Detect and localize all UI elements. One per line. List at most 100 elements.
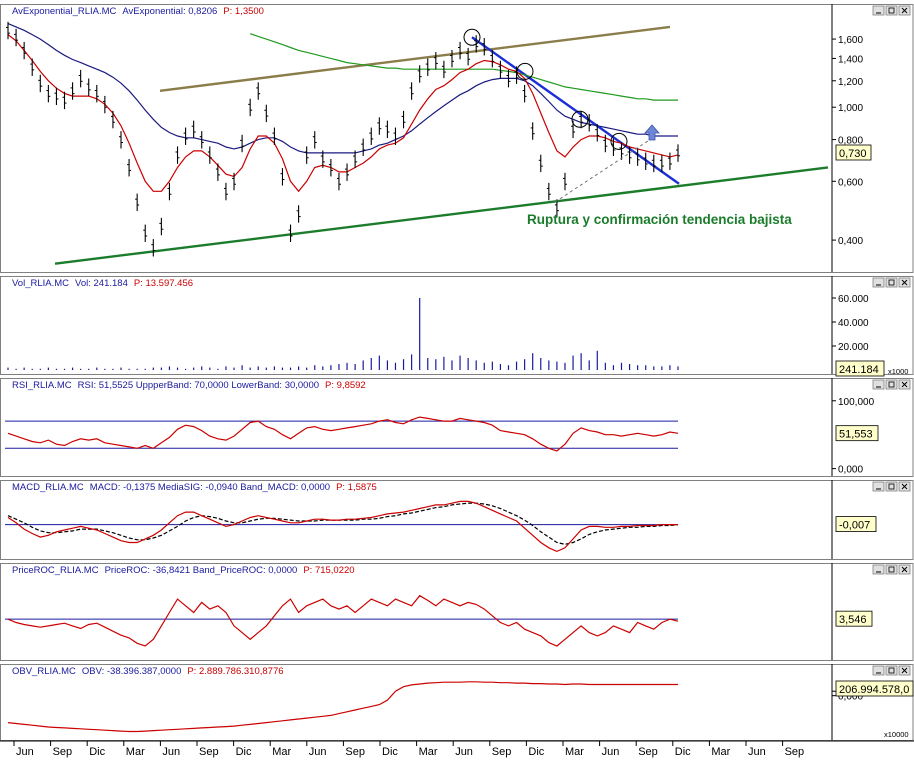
panel-title-p: P: 1,5875 bbox=[336, 482, 377, 493]
panel-title-values: Vol: 241.184 bbox=[75, 278, 128, 289]
price-tick-label: 1,600 bbox=[838, 35, 863, 46]
ema-green-line bbox=[250, 33, 678, 101]
price-tick-label: 1,400 bbox=[838, 54, 863, 65]
close-icon[interactable] bbox=[898, 564, 911, 575]
panel-title-p: P: 1,3500 bbox=[223, 6, 264, 17]
x-tick-label: Sep bbox=[638, 746, 658, 758]
touch-circle bbox=[516, 62, 534, 80]
minimize-icon[interactable] bbox=[872, 379, 885, 390]
rsi-tick-label: 0,000 bbox=[838, 465, 863, 476]
panel-frame bbox=[0, 4, 914, 273]
volume-tick-label: 40.000 bbox=[838, 318, 869, 329]
current-value-text: 0,730 bbox=[839, 148, 867, 160]
minimize-icon[interactable] bbox=[872, 564, 885, 575]
obv-line bbox=[7, 681, 678, 733]
obv-tick-label: 0,000 bbox=[838, 692, 863, 703]
panel-title-name: Vol_RLIA.MC bbox=[12, 278, 69, 289]
panel-title-name: RSI_RLIA.MC bbox=[12, 380, 72, 391]
downtrend-line bbox=[471, 36, 680, 185]
x-tick-label: Jun bbox=[455, 746, 473, 758]
x-tick-label: Mar bbox=[419, 746, 438, 758]
price-tick-label: 0,400 bbox=[838, 236, 863, 247]
minimize-icon[interactable] bbox=[872, 481, 885, 492]
panel-title-values: PriceROC: -36,8421 Band_PriceROC: 0,0000 bbox=[105, 565, 298, 576]
macd-line bbox=[7, 500, 678, 553]
maximize-icon[interactable] bbox=[885, 379, 898, 390]
current-value-text: -0,007 bbox=[839, 520, 870, 532]
x-axis-bg bbox=[0, 741, 914, 758]
maximize-icon[interactable] bbox=[885, 481, 898, 492]
panel-title-name: AvExponential_RLIA.MC bbox=[12, 6, 117, 17]
volume-tick-label: 20.000 bbox=[838, 342, 869, 353]
arrow-up-icon bbox=[644, 124, 660, 141]
price-tick-label: 1,000 bbox=[838, 103, 863, 114]
panel-frame bbox=[0, 480, 914, 560]
maximize-icon[interactable] bbox=[885, 5, 898, 16]
panel-title-p: P: 2.889.786.310,8776 bbox=[187, 666, 283, 677]
x-tick-label: Jun bbox=[162, 746, 180, 758]
x-tick-label: Dic bbox=[528, 746, 544, 758]
panel-title-name: OBV_RLIA.MC bbox=[12, 666, 76, 677]
close-icon[interactable] bbox=[898, 379, 911, 390]
x-tick-label: Mar bbox=[272, 746, 291, 758]
panel-price: AvExponential_RLIA.MC AvExponential: 0,8… bbox=[0, 4, 914, 273]
channel-top-line bbox=[159, 25, 671, 92]
maximize-icon[interactable] bbox=[885, 564, 898, 575]
panel-title-values: MACD: -0,1375 MediaSIG: -0,0940 Band_MAC… bbox=[90, 482, 330, 493]
panel-title-p: P: 9,8592 bbox=[325, 380, 366, 391]
x-tick-label: Jun bbox=[16, 746, 34, 758]
current-value-text: 206.994.578,0 bbox=[839, 684, 909, 696]
panel-roc: PriceROC_RLIA.MC PriceROC: -36,8421 Band… bbox=[0, 563, 914, 661]
current-value-badge: 51,553 bbox=[835, 425, 879, 442]
current-value-text: 51,553 bbox=[839, 429, 873, 441]
panel-obv: OBV_RLIA.MC OBV: -38.396.387,0000 P: 2.88… bbox=[0, 664, 914, 741]
panel-title-p: P: 715,0220 bbox=[303, 565, 354, 576]
current-value-text: 3,546 bbox=[839, 614, 867, 626]
x-tick-label: Dic bbox=[675, 746, 691, 758]
obv-unit: x10000 bbox=[884, 730, 909, 739]
touch-circle bbox=[571, 110, 589, 128]
panel-title: MACD_RLIA.MC MACD: -0,1375 MediaSIG: -0,… bbox=[12, 482, 377, 493]
x-tick-label: Sep bbox=[345, 746, 365, 758]
touch-circle bbox=[463, 28, 481, 46]
price-tick-label: 0,600 bbox=[838, 177, 863, 188]
minimize-icon[interactable] bbox=[872, 5, 885, 16]
x-tick-label: Dic bbox=[89, 746, 105, 758]
price-tick-label: 0,800 bbox=[838, 136, 863, 147]
minimize-icon[interactable] bbox=[872, 277, 885, 288]
maximize-icon[interactable] bbox=[885, 665, 898, 676]
x-tick-label: Mar bbox=[565, 746, 584, 758]
annotation-text: Ruptura y confirmación tendencia bajista bbox=[527, 212, 792, 227]
support-trendline bbox=[54, 166, 829, 265]
close-icon[interactable] bbox=[898, 481, 911, 492]
volume-unit: x1000 bbox=[888, 367, 908, 376]
x-tick-label: Sep bbox=[785, 746, 805, 758]
panel-title: AvExponential_RLIA.MC AvExponential: 0,8… bbox=[12, 6, 264, 17]
panel-title-values: AvExponential: 0,8206 bbox=[122, 6, 217, 17]
panel-frame bbox=[0, 378, 914, 477]
rsi-tick-label: 100,000 bbox=[838, 397, 875, 408]
panel-title: Vol_RLIA.MC Vol: 241.184 P: 13.597.456 bbox=[12, 278, 193, 289]
close-icon[interactable] bbox=[898, 665, 911, 676]
close-icon[interactable] bbox=[898, 5, 911, 16]
panel-macd: MACD_RLIA.MC MACD: -0,1375 MediaSIG: -0,… bbox=[0, 480, 914, 560]
rsi-line bbox=[7, 416, 679, 452]
panel-title-values: OBV: -38.396.387,0000 bbox=[82, 666, 181, 677]
x-axis: Jun Sep Dic Mar Jun Sep Dic Mar Jun Sep Dic Mar Jun S… bbox=[0, 740, 914, 758]
x-tick-label: Sep bbox=[492, 746, 512, 758]
current-value-text: 241.184 bbox=[839, 364, 879, 376]
maximize-icon[interactable] bbox=[885, 277, 898, 288]
panel-title-name: PriceROC_RLIA.MC bbox=[12, 565, 99, 576]
close-icon[interactable] bbox=[898, 277, 911, 288]
minimize-icon[interactable] bbox=[872, 665, 885, 676]
ema-red-line bbox=[7, 34, 679, 193]
x-tick-label: Jun bbox=[602, 746, 620, 758]
panel-rsi: RSI_RLIA.MC RSI: 51,5525 UppperBand: 70,… bbox=[0, 378, 914, 477]
panel-frame bbox=[0, 563, 914, 661]
macd-signal-line bbox=[7, 502, 679, 545]
panel-frame bbox=[0, 664, 914, 741]
panel-frame bbox=[0, 276, 914, 375]
ema-blue-line bbox=[7, 23, 678, 154]
